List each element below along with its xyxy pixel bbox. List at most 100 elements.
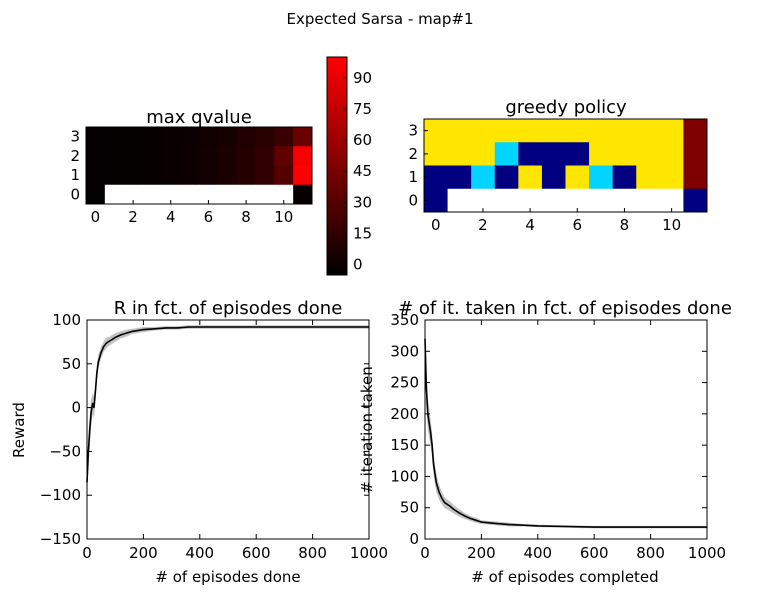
reward-xtick-label: 200 <box>129 544 158 562</box>
qvalue-cell <box>142 146 162 166</box>
reward-xtick-label: 800 <box>298 544 327 562</box>
policy-cell <box>447 119 472 143</box>
iterations-point <box>537 525 539 527</box>
policy-cell <box>636 188 661 213</box>
reward-point <box>103 345 105 347</box>
policy-cell <box>612 119 637 143</box>
policy-cell <box>659 188 684 213</box>
reward-point <box>154 328 156 330</box>
qvalue-cell <box>161 146 181 166</box>
reward-point <box>90 411 92 413</box>
qvalue-cell <box>236 146 256 166</box>
iterations-point <box>452 508 454 510</box>
policy-cell <box>518 165 543 190</box>
reward-point <box>89 428 91 431</box>
policy-cell <box>636 165 661 190</box>
qvalue-cell <box>180 184 200 205</box>
reward-chart-title: R in fct. of episodes done <box>114 298 343 319</box>
qvalue-xtick-label: 6 <box>204 208 214 226</box>
iterations-chart-xlabel: # of episodes completed <box>471 568 658 586</box>
iterations-point <box>678 526 680 528</box>
policy-cell <box>494 165 519 190</box>
reward-point <box>109 340 111 342</box>
qvalue-cell <box>274 165 294 186</box>
colorbar-tick-label: 45 <box>353 162 372 180</box>
reward-chart-xlabel: # of episodes done <box>155 568 300 586</box>
qvalue-cell <box>86 184 106 205</box>
policy-cell <box>659 119 684 143</box>
qvalue-cell <box>274 127 294 147</box>
iterations-point <box>650 526 652 528</box>
iterations-point <box>509 524 511 526</box>
policy-cell <box>589 188 614 213</box>
policy-cell <box>471 165 496 190</box>
reward-point <box>111 338 113 340</box>
qvalue-cell <box>199 146 219 166</box>
reward-point <box>137 329 139 332</box>
qvalue-ytick-label: 1 <box>70 166 80 184</box>
iterations-point <box>523 524 525 526</box>
iterations-ytick-label: 150 <box>390 436 419 454</box>
policy-cell <box>494 119 519 143</box>
qvalue-cell <box>255 127 275 147</box>
reward-chart-frame <box>86 319 370 540</box>
colorbar-tick-label: 15 <box>353 224 372 242</box>
iterations-xtick-label: 1000 <box>688 544 726 562</box>
iterations-point <box>425 388 427 390</box>
colorbar-tick-label: 90 <box>353 69 372 87</box>
reward-xtick-label: 400 <box>185 544 214 562</box>
policy-xtick-label: 6 <box>573 216 583 234</box>
iterations-xtick-label: 200 <box>467 544 496 562</box>
iterations-ytick-label: 200 <box>390 405 419 423</box>
policy-cell <box>494 142 519 166</box>
policy-cell <box>565 142 590 166</box>
policy-cell <box>447 142 472 166</box>
reward-point <box>227 326 229 328</box>
iterations-point <box>447 504 449 506</box>
policy-cell <box>589 142 614 166</box>
qvalue-cell <box>142 165 162 186</box>
reward-point <box>255 326 257 328</box>
policy-cell <box>683 142 708 166</box>
qvalue-cell <box>161 184 181 205</box>
iterations-point <box>475 519 477 521</box>
colorbar-tick-label: 75 <box>353 100 372 118</box>
reward-chart-ylabel: Reward <box>10 402 28 458</box>
iterations-ytick-label: 250 <box>390 374 419 392</box>
policy-cell <box>636 119 661 143</box>
iterations-xtick-label: 0 <box>420 544 430 562</box>
iterations-ytick-label: 350 <box>390 311 419 329</box>
reward-point <box>120 334 122 336</box>
policy-cell <box>424 165 448 190</box>
policy-ytick-label: 2 <box>408 145 418 163</box>
reward-ytick-label: 50 <box>62 355 81 373</box>
reward-ytick-label: 0 <box>71 399 81 417</box>
qvalue-xtick-label: 8 <box>241 208 251 226</box>
policy-xtick-label: 4 <box>525 216 535 234</box>
policy-cell <box>518 142 543 166</box>
qvalue-cell <box>86 127 106 147</box>
policy-cell <box>447 188 472 213</box>
policy-cell <box>683 188 708 213</box>
iterations-chart-frame <box>424 319 708 540</box>
iterations-point <box>438 491 440 493</box>
qvalue-cell <box>123 127 143 147</box>
policy-xtick-label: 10 <box>662 216 681 234</box>
reward-point <box>176 327 178 329</box>
policy-xtick-label: 8 <box>620 216 630 234</box>
iterations-ytick-label: 50 <box>400 499 419 517</box>
iterations-xtick-label: 400 <box>523 544 552 562</box>
qvalue-cell <box>293 165 313 186</box>
policy-cell <box>494 188 519 213</box>
reward-point <box>142 329 144 331</box>
qvalue-cell <box>236 165 256 186</box>
reward-point <box>96 372 98 374</box>
policy-cell <box>541 165 566 190</box>
policy-ytick-label: 3 <box>408 122 418 140</box>
reward-ytick-label: −100 <box>40 486 81 504</box>
iterations-point <box>463 515 466 517</box>
policy-cell <box>471 119 496 143</box>
